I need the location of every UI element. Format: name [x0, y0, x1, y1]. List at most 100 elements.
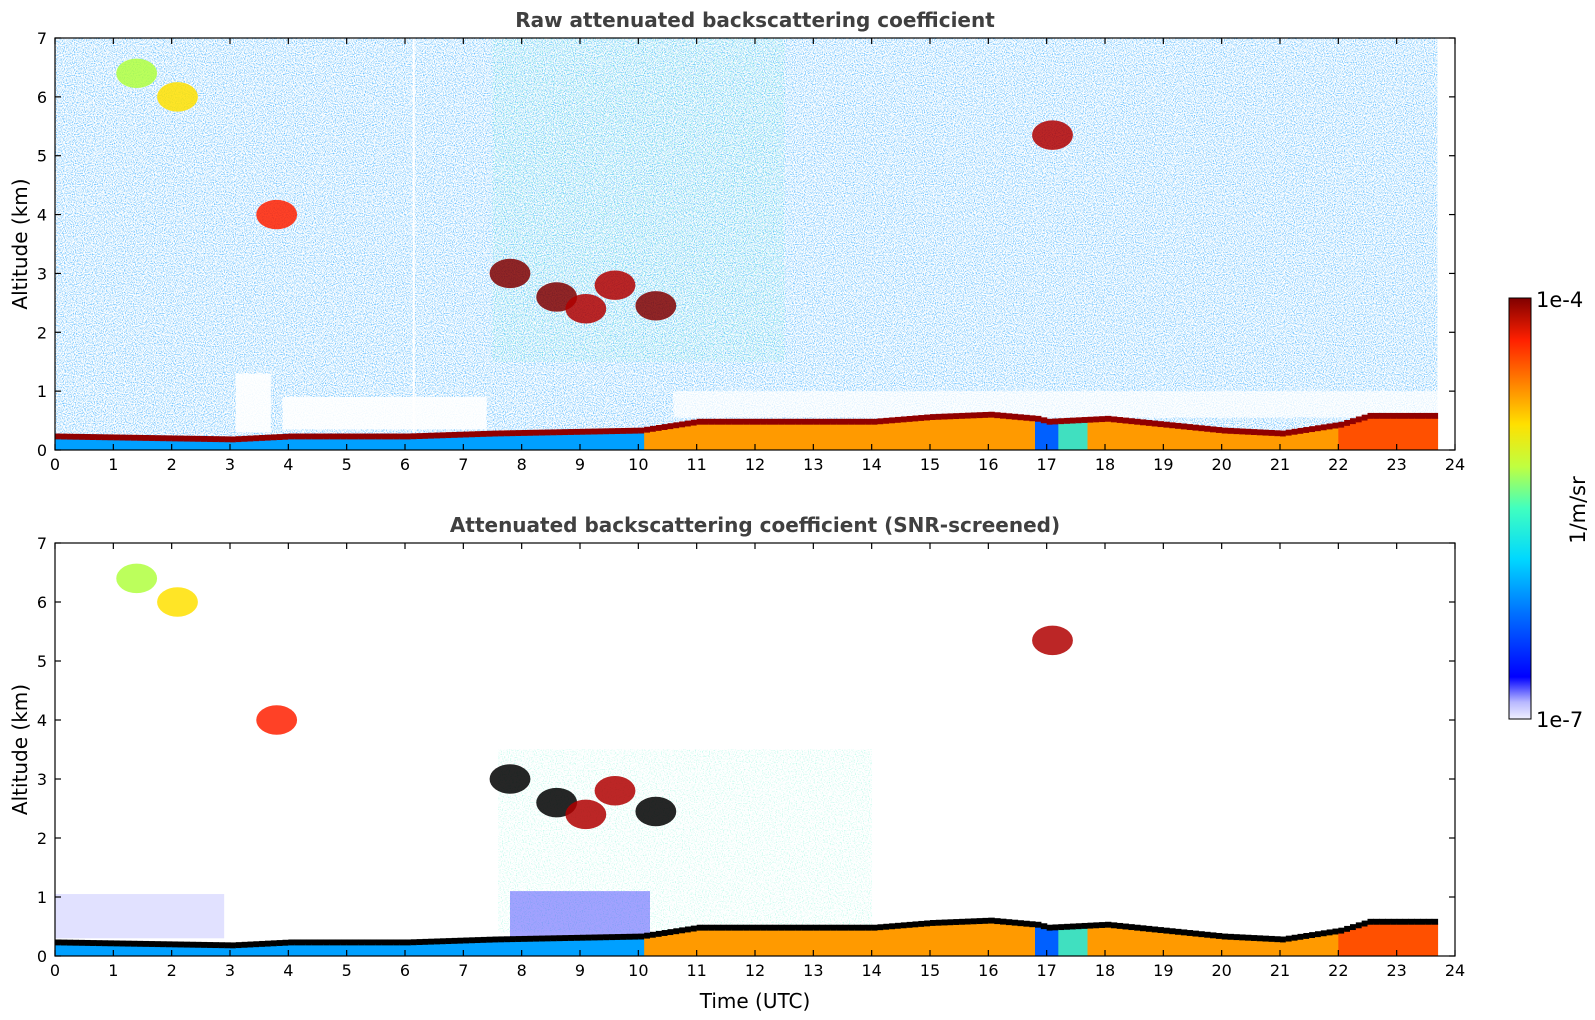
boundary-layer-top-cell	[918, 920, 925, 927]
boundary-layer-cell	[690, 424, 698, 450]
boundary-layer-cell	[720, 929, 727, 956]
x-tick-label: 13	[803, 455, 823, 474]
cloud-feature	[594, 270, 636, 300]
x-tick-label: 1	[108, 455, 118, 474]
boundary-layer-top-cell	[119, 940, 126, 947]
boundary-layer-cell	[1005, 923, 1013, 956]
boundary-layer-cell	[562, 433, 569, 450]
y-tick-label: 3	[37, 770, 47, 789]
boundary-layer-top-cell	[871, 924, 879, 931]
boundary-layer-cell	[300, 438, 307, 450]
boundary-layer-top-cell	[1303, 932, 1310, 939]
boundary-layer-top-cell	[749, 418, 756, 425]
boundary-layer-cell	[1309, 936, 1316, 956]
boundary-layer-top-cell	[1408, 412, 1415, 419]
boundary-layer-top-cell	[1402, 412, 1409, 419]
boundary-layer-top-cell	[177, 941, 184, 948]
boundary-layer-top-cell	[947, 919, 954, 926]
boundary-layer-top-cell	[574, 428, 581, 435]
boundary-layer-top-cell	[1309, 426, 1316, 433]
boundary-layer-top-cell	[766, 924, 774, 931]
boundary-layer-cell	[364, 438, 371, 450]
boundary-layer-top-cell	[1175, 422, 1182, 429]
boundary-layer-top-cell	[895, 922, 902, 929]
boundary-layer-cell	[1221, 938, 1229, 956]
boundary-layer-top-cell	[1046, 418, 1054, 425]
boundary-layer-cell	[72, 944, 79, 956]
boundary-layer-top-cell	[807, 418, 814, 425]
boundary-layer-top-cell	[965, 918, 972, 925]
boundary-layer-cell	[1315, 935, 1322, 956]
boundary-layer-top-cell	[1070, 417, 1077, 424]
x-tick-label: 16	[978, 961, 998, 980]
boundary-layer-cell	[177, 946, 184, 956]
boundary-layer-cell	[877, 928, 884, 956]
boundary-layer-top-cell	[924, 414, 931, 421]
boundary-layer-cell	[807, 423, 814, 450]
boundary-layer-top-cell	[947, 413, 954, 420]
boundary-layer-cell	[790, 929, 797, 956]
boundary-layer-top-cell	[469, 937, 476, 944]
boundary-layer-cell	[1145, 930, 1153, 956]
boundary-layer-cell	[195, 440, 202, 450]
x-tick-label: 1	[108, 961, 118, 980]
boundary-layer-cell	[1361, 925, 1369, 956]
boundary-layer-cell	[778, 929, 785, 956]
boundary-layer-top-cell	[1239, 428, 1246, 435]
boundary-layer-cell	[504, 435, 511, 450]
boundary-layer-cell	[1070, 928, 1077, 956]
boundary-layer-top-cell	[270, 434, 278, 441]
boundary-layer-top-cell	[1052, 924, 1059, 931]
boundary-layer-cell	[626, 432, 634, 450]
boundary-layer-cell	[189, 946, 196, 956]
boundary-layer-cell	[1385, 923, 1392, 956]
boundary-layer-top-cell	[224, 436, 231, 443]
boundary-layer-top-cell	[1280, 430, 1287, 437]
boundary-layer-cell	[1420, 417, 1427, 450]
boundary-layer-cell	[1110, 421, 1118, 450]
boundary-layer-cell	[1005, 417, 1013, 450]
boundary-layer-top-cell	[235, 942, 243, 949]
boundary-layer-cell	[1011, 418, 1019, 450]
boundary-layer-top-cell	[72, 939, 79, 946]
boundary-layer-top-cell	[731, 418, 739, 425]
boundary-layer-cell	[830, 929, 838, 956]
boundary-layer-top-cell	[55, 939, 62, 946]
boundary-layer-top-cell	[731, 924, 739, 931]
boundary-layer-cell	[445, 942, 453, 956]
boundary-layer-top-cell	[165, 941, 173, 948]
boundary-layer-top-cell	[259, 940, 266, 947]
boundary-layer-top-cell	[1320, 930, 1328, 937]
x-tick-label: 12	[745, 961, 765, 980]
boundary-layer-cell	[1093, 421, 1100, 450]
clear-gap	[282, 397, 487, 430]
boundary-layer-top-cell	[889, 417, 896, 424]
boundary-layer-top-cell	[253, 435, 260, 442]
boundary-layer-top-cell	[626, 933, 634, 940]
boundary-layer-cell	[749, 929, 756, 956]
boundary-layer-top-cell	[1280, 936, 1287, 943]
colorbar: 1e-4 1e-7 1/m/sr	[1508, 288, 1590, 732]
boundary-layer-top-cell	[119, 434, 126, 441]
boundary-layer-cell	[597, 433, 604, 450]
boundary-layer-cell	[1355, 927, 1363, 956]
boundary-layer-top-cell	[480, 936, 488, 943]
boundary-layer-top-cell	[78, 433, 85, 440]
x-tick-label: 11	[686, 961, 706, 980]
boundary-layer-top-cell	[1110, 416, 1118, 423]
boundary-layer-cell	[1000, 923, 1007, 956]
boundary-layer-cell	[708, 423, 715, 450]
x-tick-label: 24	[1445, 961, 1465, 980]
boundary-layer-top-cell	[580, 934, 587, 941]
boundary-layer-cell	[1227, 432, 1234, 450]
boundary-layer-cell	[235, 946, 243, 956]
boundary-layer-top-cell	[235, 436, 243, 443]
boundary-layer-top-cell	[405, 433, 412, 440]
boundary-layer-top-cell	[854, 418, 861, 425]
boundary-layer-top-cell	[247, 435, 254, 442]
boundary-layer-top-cell	[813, 924, 820, 931]
boundary-layer-cell	[1408, 417, 1415, 450]
boundary-layer-cell	[259, 439, 266, 450]
boundary-layer-top-cell	[615, 934, 622, 940]
colorbar-min-label: 1e-7	[1536, 708, 1583, 732]
